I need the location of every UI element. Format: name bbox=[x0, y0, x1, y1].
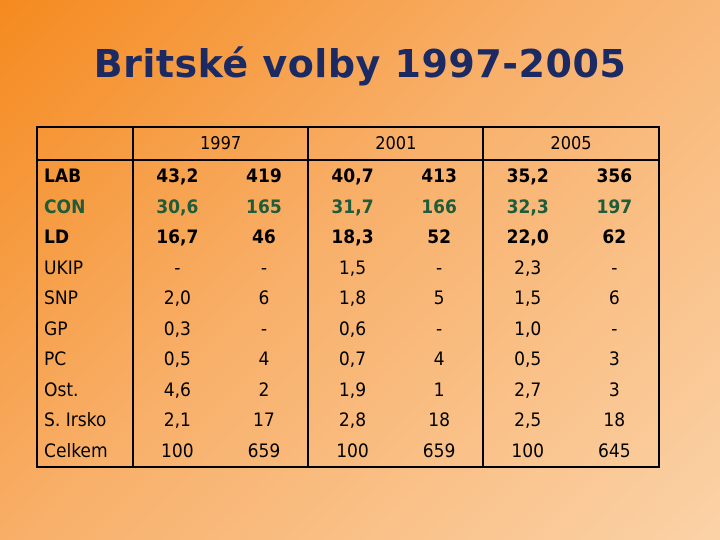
vote-percent-cell: 35,2 bbox=[506, 165, 549, 188]
year-header-2005: 2005 bbox=[483, 127, 659, 161]
table-row: CON 30,6 165 31,7 166 32,3 197 bbox=[37, 191, 659, 222]
vote-percent-cell: 22,0 bbox=[506, 226, 549, 249]
table-row: LAB 43,2 419 40,7 413 35,2 356 bbox=[37, 160, 659, 192]
vote-percent-cell: 32,3 bbox=[506, 195, 549, 218]
vote-percent-cell: - bbox=[174, 256, 181, 279]
election-results-table: 1997 2001 2005 LAB 43,2 419 40,7 413 35,2 356 C… bbox=[36, 126, 660, 468]
vote-percent-cell: 1,5 bbox=[514, 287, 542, 310]
vote-percent-cell: 1,8 bbox=[338, 287, 367, 310]
table-row: SNP 2,0 6 1,8 5 1,5 6 bbox=[37, 283, 659, 314]
year-header-row: 1997 2001 2005 bbox=[37, 127, 659, 161]
vote-percent-cell: 2,8 bbox=[338, 409, 367, 432]
seats-cell: 17 bbox=[220, 405, 310, 436]
seats-cell: 659 bbox=[395, 435, 485, 467]
vote-percent-cell: 0,5 bbox=[514, 348, 542, 371]
seats-cell: 3 bbox=[608, 348, 620, 371]
seats-cell: 1 bbox=[395, 374, 485, 405]
party-name-cell: GP bbox=[37, 313, 134, 344]
seats-cell: 18 bbox=[603, 409, 626, 432]
vote-percent-cell: 2,1 bbox=[163, 409, 191, 432]
party-name-cell: LD bbox=[37, 222, 134, 253]
seats-cell: 5 bbox=[395, 283, 485, 314]
vote-percent-cell: 31,7 bbox=[331, 195, 374, 218]
vote-percent-cell: 0,5 bbox=[163, 348, 191, 371]
table-row: S. Irsko 2,1 17 2,8 18 2,5 18 bbox=[37, 405, 659, 436]
party-name-cell: SNP bbox=[37, 283, 134, 314]
vote-percent-cell: 0,3 bbox=[163, 317, 191, 340]
slide-title: Britské volby 1997-2005 bbox=[93, 42, 627, 86]
party-name-cell: S. Irsko bbox=[37, 405, 134, 436]
seats-cell: 2 bbox=[220, 374, 310, 405]
vote-percent-cell: 100 bbox=[160, 439, 194, 462]
vote-percent-cell: 1,0 bbox=[514, 317, 542, 340]
year-header-2001: 2001 bbox=[308, 127, 485, 161]
vote-percent-cell: 18,3 bbox=[331, 226, 374, 249]
seats-cell: 645 bbox=[597, 439, 631, 462]
seats-cell: 197 bbox=[596, 195, 633, 218]
vote-percent-cell: 1,5 bbox=[338, 256, 367, 279]
vote-percent-cell: 16,7 bbox=[156, 226, 199, 249]
party-name-cell: PC bbox=[37, 344, 134, 375]
seats-cell: - bbox=[220, 252, 310, 283]
seats-cell: 6 bbox=[220, 283, 310, 314]
vote-percent-cell: 40,7 bbox=[331, 165, 374, 188]
party-name-cell: UKIP bbox=[37, 252, 134, 283]
vote-percent-cell: 0,6 bbox=[338, 317, 367, 340]
seats-cell: 62 bbox=[602, 226, 627, 249]
vote-percent-cell: 2,5 bbox=[514, 409, 542, 432]
table-row: LD 16,7 46 18,3 52 22,0 62 bbox=[37, 222, 659, 253]
vote-percent-cell: 1,9 bbox=[338, 378, 367, 401]
seats-cell: - bbox=[395, 313, 485, 344]
table-row: GP 0,3 - 0,6 - 1,0 - bbox=[37, 313, 659, 344]
seats-cell: - bbox=[395, 252, 485, 283]
table-row: UKIP - - 1,5 - 2,3 - bbox=[37, 252, 659, 283]
party-name-cell: CON bbox=[37, 191, 134, 222]
table-row: Ost. 4,6 2 1,9 1 2,7 3 bbox=[37, 374, 659, 405]
seats-cell: 4 bbox=[395, 344, 485, 375]
seats-cell: 4 bbox=[220, 344, 310, 375]
seats-cell: - bbox=[611, 317, 618, 340]
seats-cell: 356 bbox=[596, 165, 633, 188]
seats-cell: 3 bbox=[608, 378, 620, 401]
seats-cell: 413 bbox=[395, 160, 485, 192]
vote-percent-cell: 100 bbox=[336, 439, 369, 462]
year-header-1997: 1997 bbox=[133, 127, 310, 161]
seats-cell: - bbox=[611, 256, 618, 279]
table-body: LAB 43,2 419 40,7 413 35,2 356 CON 30,6 165 31,7 16… bbox=[37, 160, 659, 467]
vote-percent-cell: 4,6 bbox=[163, 378, 191, 401]
seats-cell: 6 bbox=[608, 287, 620, 310]
seats-cell: 166 bbox=[395, 191, 485, 222]
vote-percent-cell: 0,7 bbox=[338, 348, 367, 371]
table-row: Celkem 100 659 100 659 100 645 bbox=[37, 435, 659, 467]
seats-cell: 52 bbox=[395, 222, 485, 253]
vote-percent-cell: 2,0 bbox=[163, 287, 191, 310]
vote-percent-cell: 2,7 bbox=[514, 378, 542, 401]
party-name-cell: Celkem bbox=[37, 435, 134, 467]
vote-percent-cell: 2,3 bbox=[514, 256, 542, 279]
party-name-cell: Ost. bbox=[37, 374, 134, 405]
seats-cell: 165 bbox=[220, 191, 310, 222]
table-row: PC 0,5 4 0,7 4 0,5 3 bbox=[37, 344, 659, 375]
seats-cell: 46 bbox=[220, 222, 310, 253]
header-corner-cell bbox=[37, 127, 134, 161]
seats-cell: 18 bbox=[395, 405, 485, 436]
seats-cell: 659 bbox=[220, 435, 310, 467]
seats-cell: - bbox=[220, 313, 310, 344]
vote-percent-cell: 30,6 bbox=[156, 195, 199, 218]
seats-cell: 419 bbox=[220, 160, 310, 192]
vote-percent-cell: 100 bbox=[511, 439, 545, 462]
party-name-cell: LAB bbox=[37, 160, 134, 192]
vote-percent-cell: 43,2 bbox=[156, 165, 199, 188]
